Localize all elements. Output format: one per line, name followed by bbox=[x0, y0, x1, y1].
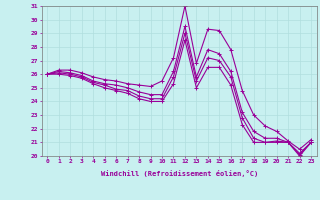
X-axis label: Windchill (Refroidissement éolien,°C): Windchill (Refroidissement éolien,°C) bbox=[100, 170, 258, 177]
